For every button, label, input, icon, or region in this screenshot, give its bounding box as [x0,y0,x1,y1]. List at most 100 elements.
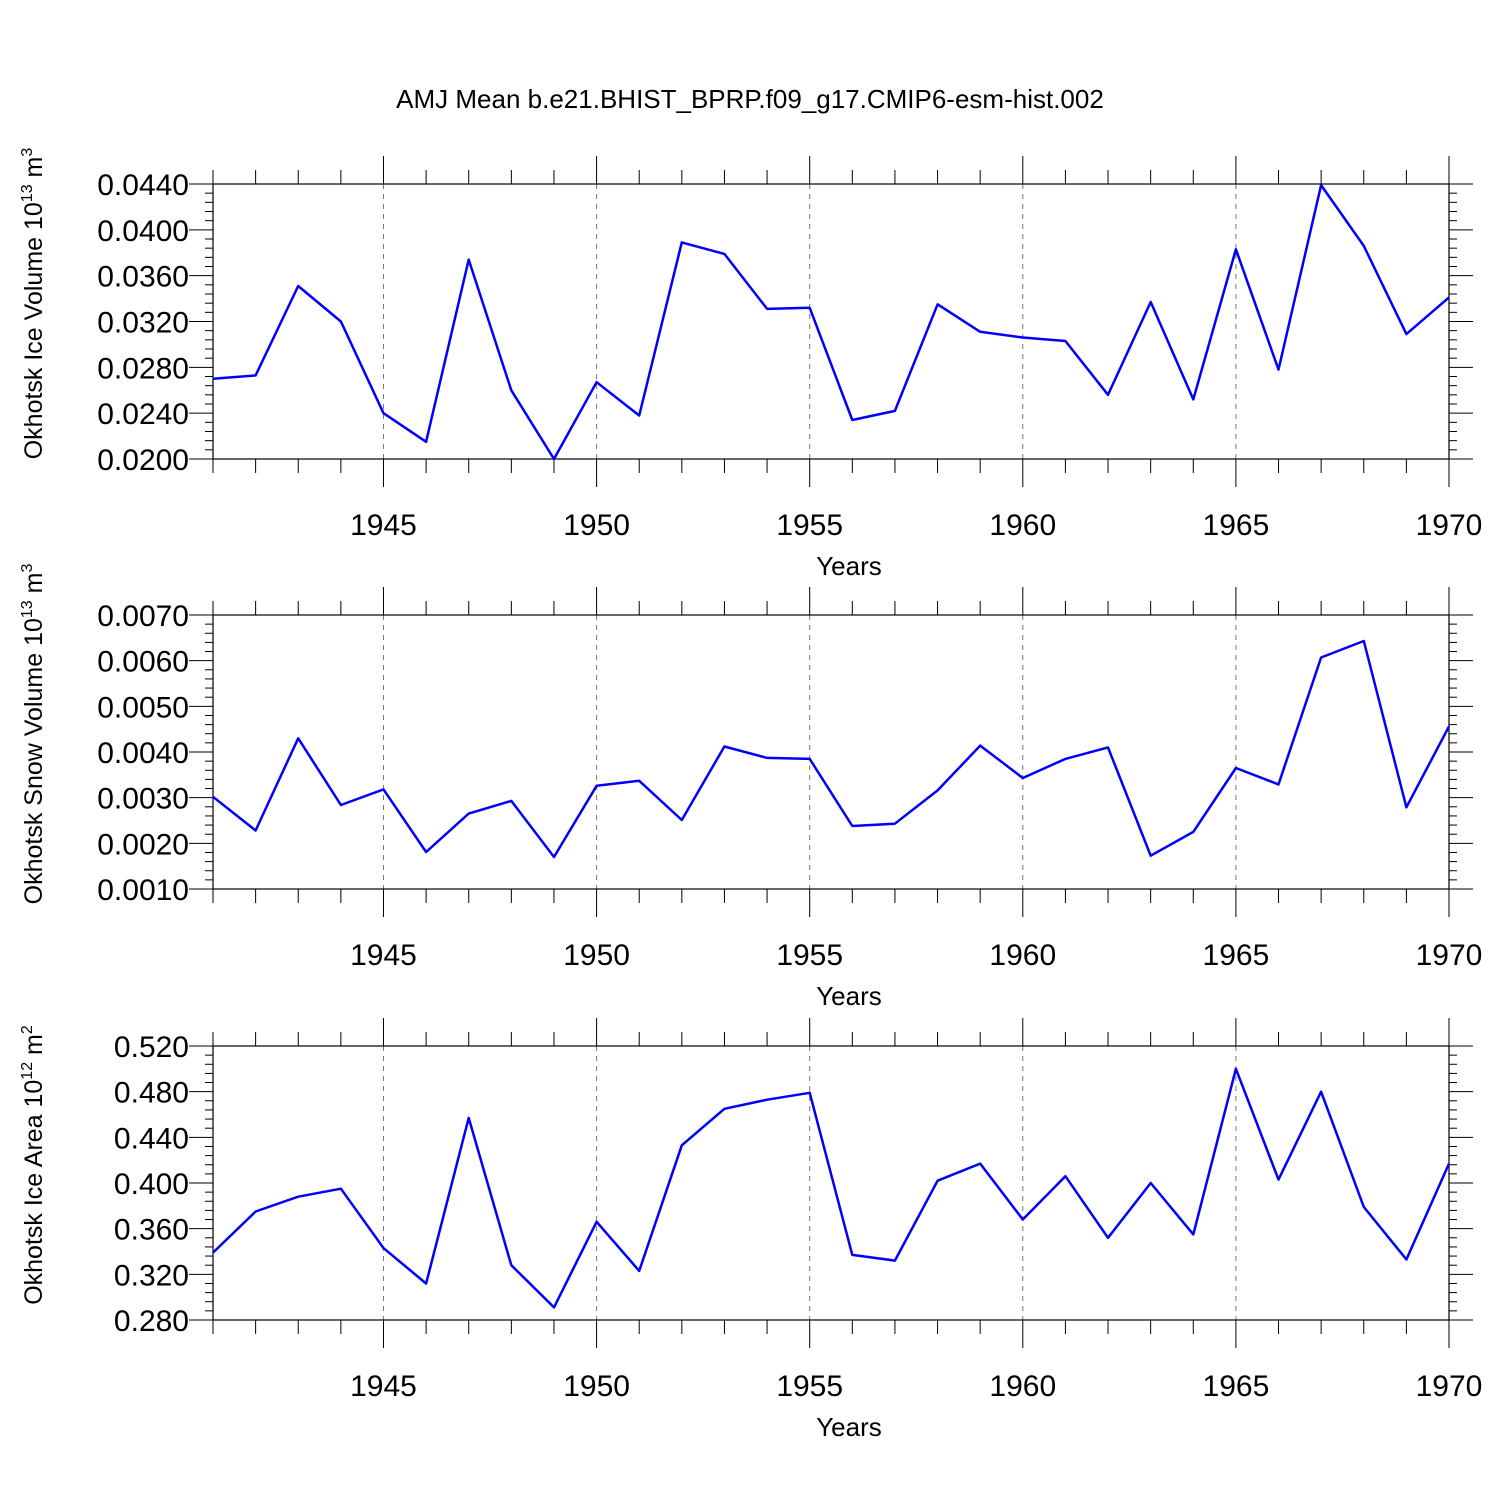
x-axis-label: Years [816,1412,882,1442]
data-point [1106,393,1110,397]
data-point [936,302,940,306]
data-point [1404,1257,1408,1261]
x-tick-label: 1955 [776,1370,843,1403]
x-axis-label: Years [816,551,882,581]
data-point [765,307,769,311]
y-tick-label: 0.480 [114,1077,189,1110]
y-axis-label: Okhotsk Ice Area 1012 m2 [19,1025,48,1305]
data-point [1149,1181,1153,1185]
x-tick-label: 1965 [1203,1370,1270,1403]
data-point [808,306,812,310]
plot-frame [212,614,1450,890]
data-point [1362,1205,1366,1209]
y-tick-label: 0.400 [114,1168,189,1201]
data-point [1404,805,1408,809]
data-point [381,787,385,791]
panel-3: 1945 1950 1955 1960 1965 1970 0.280 0.320 0.360 0… [19,1018,1482,1442]
chart-title: AMJ Mean b.e21.BHIST_BPRP.f09_g17.CMIP6-… [396,84,1104,114]
y-tick-label: 0.520 [114,1031,189,1064]
data-point [381,411,385,415]
series-line [212,183,1450,461]
data-point [424,440,428,444]
x-tick-label: 1950 [563,939,630,972]
y-tick-label: 0.0050 [97,691,189,724]
data-point [509,799,513,803]
data-point [722,1107,726,1111]
y-axis-label: Okhotsk Ice Volume 1013 m3 [19,148,48,460]
data-point [424,1281,428,1285]
data-point [765,1098,769,1102]
data-point [552,855,556,859]
data-point [1191,397,1195,401]
data-point [1362,639,1366,643]
x-tick-label: 1965 [1203,939,1270,972]
x-tick-label: 1960 [989,1370,1056,1403]
data-point [1149,854,1153,858]
data-point [1021,776,1025,780]
data-point [211,795,215,799]
data-point [296,1195,300,1199]
data-point [595,1220,599,1224]
x-axis-label: Years [816,981,882,1011]
y-tick-label: 0.360 [114,1214,189,1247]
chart-panels: 1945 1950 1955 1960 1965 1970 0.0200 0.0240 0.02… [19,148,1482,1442]
data-point [1319,183,1323,187]
y-tick-label: 0.0060 [97,646,189,679]
x-tick-label: 1965 [1203,509,1270,542]
x-tick-label: 1970 [1416,1370,1483,1403]
data-point [595,784,599,788]
data-point [595,380,599,384]
data-point [637,1269,641,1273]
data-point [1106,745,1110,749]
x-tick-label: 1945 [350,509,417,542]
data-point [339,1187,343,1191]
data-point [765,756,769,760]
data-point [978,330,982,334]
data-point [1063,339,1067,343]
data-point [722,745,726,749]
data-point [552,457,556,461]
data-point [1447,724,1451,728]
data-point [552,1305,556,1309]
data-point [1106,1236,1110,1240]
data-point [467,812,471,816]
data-point [808,757,812,761]
data-point [722,252,726,256]
y-tick-label: 0.0070 [97,600,189,633]
data-point [680,818,684,822]
y-tick-label: 0.0020 [97,828,189,861]
data-point [978,744,982,748]
data-point [254,829,258,833]
x-tick-label: 1955 [776,939,843,972]
y-tick-label: 0.0360 [97,261,189,294]
panel-2: 1945 1950 1955 1960 1965 1970 0.0010 0.0020 0.00… [19,564,1482,1011]
data-point [1362,244,1366,248]
data-point [467,258,471,262]
data-point [381,1246,385,1250]
x-tick-label: 1945 [350,1370,417,1403]
data-point [1063,757,1067,761]
data-point [296,736,300,740]
data-point [211,377,215,381]
x-tick-label: 1945 [350,939,417,972]
data-point [339,803,343,807]
y-tick-label: 0.440 [114,1122,189,1155]
x-tick-label: 1955 [776,509,843,542]
data-point [1277,1178,1281,1182]
y-axis-label: Okhotsk Snow Volume 1013 m3 [19,564,48,905]
data-point [893,1259,897,1263]
data-point [1063,1174,1067,1178]
data-point [1319,1090,1323,1094]
data-point [893,822,897,826]
x-tick-label: 1960 [989,509,1056,542]
data-point [509,1263,513,1267]
y-tick-label: 0.0040 [97,737,189,770]
data-point [1021,1218,1025,1222]
x-tick-label: 1970 [1416,939,1483,972]
data-point [936,788,940,792]
y-tick-label: 0.0240 [97,398,189,431]
data-point [424,850,428,854]
data-point [936,1179,940,1183]
y-tick-label: 0.280 [114,1305,189,1338]
